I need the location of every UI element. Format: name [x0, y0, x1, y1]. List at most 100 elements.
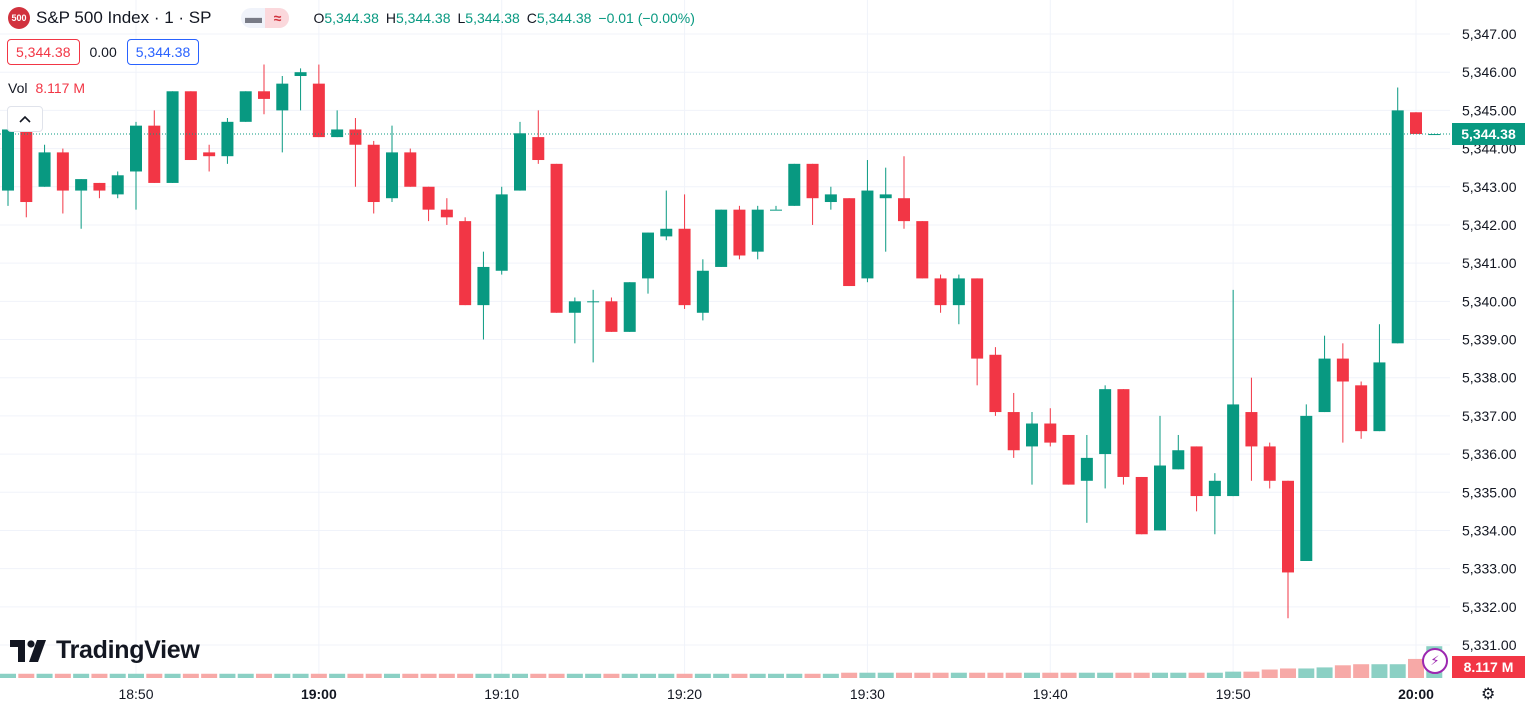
volume-bar [1024, 672, 1040, 678]
logo-text: TradingView [56, 636, 200, 664]
candle-body [1355, 385, 1368, 432]
candle-body [440, 209, 453, 218]
price-tick-label: 5,338.00 [1462, 370, 1517, 386]
candle-body [1373, 362, 1386, 432]
volume-bar [164, 673, 181, 678]
volume-bar [932, 672, 949, 678]
symbol-title[interactable]: S&P 500 Index · 1 · SP [36, 8, 212, 27]
candle-body [642, 232, 654, 279]
candle-body [1099, 389, 1112, 455]
collapse-legend-button[interactable] [7, 106, 43, 132]
volume-bar [1042, 672, 1059, 678]
volume-bar [91, 673, 108, 678]
candle-body [751, 209, 764, 252]
volume-bar [1115, 672, 1132, 678]
candle-body [166, 91, 179, 183]
chart-header: 500 S&P 500 Index · 1 · SP ▬ ≈ O5,344.38… [8, 6, 695, 30]
candles [2, 64, 1441, 619]
low-value: 5,344.38 [465, 10, 520, 26]
time-axis[interactable]: 18:50 19:00 19:10 19:20 19:30 19:40 19:50 20:00 [118, 686, 1434, 702]
candle-body [130, 125, 142, 172]
volume-bar [987, 672, 1004, 678]
volume-bar [402, 673, 419, 678]
candle-body [806, 163, 819, 199]
volume-bar [201, 673, 218, 678]
open-label: O [313, 10, 325, 26]
price-tick-label: 5,340.00 [1462, 293, 1517, 309]
bolt-icon[interactable]: ⚡ [1422, 648, 1448, 674]
candle-body [184, 91, 197, 161]
volume-bar [347, 673, 364, 678]
volume-bar [603, 673, 620, 678]
volume-bar [1280, 668, 1296, 678]
candle-body [952, 278, 965, 306]
time-tick-label: 19:20 [667, 686, 702, 702]
candle-body [678, 228, 691, 306]
candle-body [989, 354, 1002, 413]
low-label: L [457, 10, 466, 26]
candle-body [1062, 434, 1075, 485]
volume-bar [969, 672, 986, 678]
close-value: 5,344.38 [536, 10, 592, 26]
candle-body [148, 125, 161, 183]
candle-body [349, 129, 362, 145]
volume-bar [0, 673, 16, 678]
volume-bar [182, 673, 199, 678]
volume-bar [73, 673, 90, 678]
volume-bar [54, 673, 71, 678]
candle-body [1336, 358, 1349, 382]
price-axis[interactable]: 5,331.00 5,332.00 5,333.00 5,334.00 5,335.00… [1462, 26, 1517, 653]
volume-bar [1188, 672, 1205, 678]
volume-legend[interactable]: Vol 8.117 M [8, 80, 85, 96]
volume-bar [731, 673, 748, 678]
time-tick-label: 18:50 [118, 686, 153, 702]
candle-body [733, 209, 746, 256]
volume-bar [566, 673, 583, 678]
volume-bar [1408, 658, 1424, 678]
candle-body [312, 83, 325, 138]
price-tick-label: 5,347.00 [1462, 26, 1517, 42]
price-tick-label: 5,336.00 [1462, 446, 1517, 462]
candle-body [715, 209, 728, 267]
candle-body [367, 144, 380, 203]
volume-bar [1078, 672, 1095, 678]
quote-row: 5,344.38 0.00 5,344.38 [7, 39, 200, 65]
volume-bar [713, 673, 730, 678]
candle-body [514, 133, 526, 191]
candle-body [1245, 412, 1258, 447]
candle-body [660, 228, 673, 237]
candle-body [331, 129, 344, 138]
candle-body [696, 270, 709, 313]
price-tick-label: 5,342.00 [1462, 217, 1517, 233]
volume-bar [292, 673, 309, 678]
settings-icon[interactable]: ⚙ [1481, 686, 1496, 703]
volume-bar [548, 673, 565, 678]
candle-body [934, 278, 947, 306]
volume-bar [256, 673, 272, 678]
price-tick-label: 5,341.00 [1462, 255, 1517, 271]
candle-body [203, 152, 216, 157]
volume-bar [859, 672, 876, 678]
candle-body [1026, 423, 1038, 447]
volume-label: Vol [8, 80, 28, 96]
symbol-logo-icon[interactable]: 500 [8, 7, 30, 29]
price-tick-label: 5,346.00 [1462, 64, 1517, 80]
volume-bar [1298, 668, 1315, 678]
wave-icon[interactable]: ≈ [265, 8, 290, 28]
tradingview-logo[interactable]: TradingView [10, 636, 200, 665]
volume-bar [786, 673, 803, 678]
candle-body [1227, 404, 1240, 497]
open-value: 5,344.38 [324, 10, 379, 26]
volume-bar [1097, 672, 1114, 678]
minimize-icon[interactable]: ▬ [244, 8, 262, 27]
volume-bar [109, 673, 126, 678]
volume-bar [1005, 672, 1022, 678]
candle-body [1154, 465, 1166, 531]
buy-button[interactable]: 5,344.38 [126, 39, 200, 65]
candle-body [495, 194, 508, 271]
volume-bar [1152, 672, 1168, 678]
candle-body [294, 72, 307, 77]
sell-button[interactable]: 5,344.38 [7, 39, 80, 65]
time-tick-label: 20:00 [1398, 686, 1434, 702]
